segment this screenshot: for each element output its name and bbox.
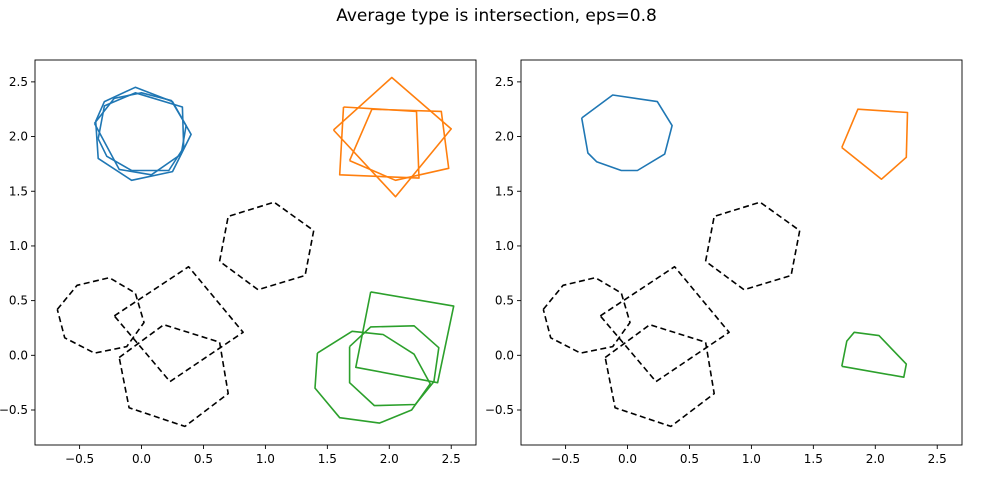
- y-tick-label: −0.5: [485, 403, 514, 417]
- y-tick-label: 2.5: [9, 75, 28, 89]
- orange-polygon-2: [841, 108, 909, 180]
- green-polygon-3: [841, 331, 908, 379]
- y-tick-label: 1.5: [9, 184, 28, 198]
- y-tick-label: 2.0: [9, 130, 28, 144]
- x-tick-label: 2.0: [866, 452, 885, 466]
- orange-polygon-6: [348, 108, 450, 182]
- subplot-1: −0.5 0.0 0.5 1.0 1.5 2.0 2.5 −0.5 0.0 0.5 1.0 1.5 2.…: [0, 59, 477, 466]
- y-tick-label: 1.0: [495, 239, 514, 253]
- x-tick-label: −0.5: [65, 452, 94, 466]
- axes-frame: [520, 59, 963, 446]
- blue-polygon-2: [97, 92, 185, 172]
- green-polygon-9: [354, 291, 455, 384]
- dashed-polygon-12: [118, 323, 229, 428]
- x-tick-label: 0.5: [680, 452, 699, 466]
- y-tick-label: 0.0: [495, 348, 514, 362]
- x-tick-label: 2.5: [928, 452, 947, 466]
- x-tick-label: 1.5: [804, 452, 823, 466]
- orange-polygon-5: [332, 76, 453, 198]
- x-tick-label: 1.5: [318, 452, 337, 466]
- axes-frame: [34, 59, 477, 446]
- y-tick-label: −0.5: [0, 403, 28, 417]
- subplot-2: −0.5 0.0 0.5 1.0 1.5 2.0 2.5 −0.5 0.0 0.5 1.0 1.5 2.…: [485, 59, 963, 466]
- dashed-polygon-10: [56, 276, 145, 354]
- y-tick-label: 0.5: [9, 294, 28, 308]
- blue-polygon-1: [580, 94, 673, 172]
- dashed-polygon-13: [218, 201, 315, 291]
- x-tick-label: 2.0: [380, 452, 399, 466]
- y-tick-label: 0.0: [9, 348, 28, 362]
- x-tick-label: 1.0: [742, 452, 761, 466]
- dashed-polygon-5: [599, 265, 730, 383]
- x-tick-label: 0.0: [132, 452, 151, 466]
- x-tick-label: 1.0: [256, 452, 275, 466]
- dashed-polygon-6: [604, 323, 716, 428]
- figure-title: Average type is intersection, eps=0.8: [336, 6, 657, 26]
- y-tick-label: 1.5: [495, 184, 514, 198]
- x-tick-label: 0.5: [194, 452, 213, 466]
- y-tick-label: 0.5: [495, 294, 514, 308]
- blue-polygon-3: [94, 86, 192, 182]
- orange-polygon-4: [338, 106, 420, 179]
- dashed-polygon-11: [113, 265, 244, 383]
- x-tick-label: −0.5: [551, 452, 580, 466]
- green-polygon-7: [314, 330, 432, 424]
- x-tick-label: 0.0: [618, 452, 637, 466]
- dashed-polygon-7: [704, 201, 801, 291]
- x-tick-label: 2.5: [442, 452, 461, 466]
- green-polygon-8: [348, 324, 440, 407]
- y-tick-label: 2.0: [495, 130, 514, 144]
- y-tick-label: 2.5: [495, 75, 514, 89]
- dashed-polygon-4: [542, 276, 631, 354]
- y-tick-label: 1.0: [9, 239, 28, 253]
